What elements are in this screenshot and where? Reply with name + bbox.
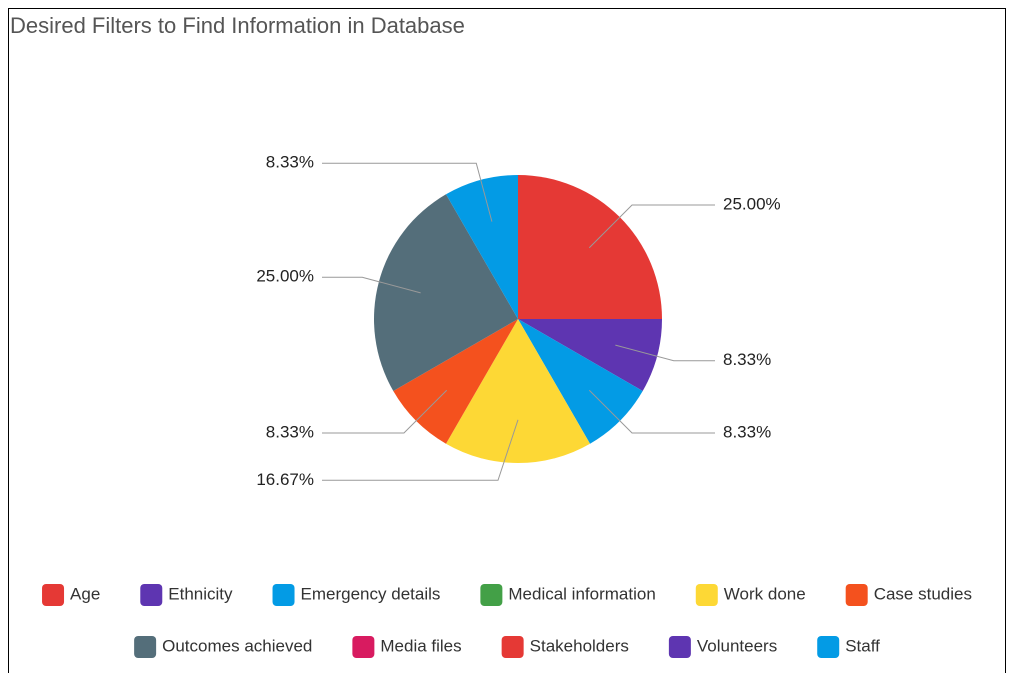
legend-label: Medical information [508, 584, 655, 603]
leader-line [322, 389, 448, 434]
legend-item: Media files [352, 636, 462, 658]
data-label: 16.67% [256, 470, 314, 489]
leader-line [322, 162, 493, 222]
pie-slice [446, 175, 518, 319]
legend-item: Work done [695, 584, 806, 606]
legend-item: Emergency details [272, 584, 441, 606]
legend-label: Case studies [874, 584, 972, 603]
data-label: 25.00% [256, 267, 314, 286]
data-label: 8.33% [723, 423, 771, 442]
legend-swatch [501, 636, 524, 658]
data-label: 25.00% [723, 194, 781, 213]
leader-line [588, 204, 715, 249]
leader-line [322, 419, 519, 481]
legend-label: Emergency details [301, 584, 441, 603]
legend-swatch [352, 636, 375, 658]
legend-item: Ethnicity [140, 584, 233, 606]
legend-item: Case studies [845, 584, 972, 606]
pie-slice [373, 194, 518, 391]
legend-swatch [480, 584, 503, 606]
legend-item: Age [42, 584, 100, 606]
leader-line [322, 276, 421, 294]
chart-title: Desired Filters to Find Information in D… [10, 13, 465, 38]
legend-label: Ethnicity [168, 584, 233, 603]
data-label: 8.33% [723, 350, 771, 369]
legend-label: Age [70, 584, 100, 603]
legend-swatch [668, 636, 691, 658]
leader-line [615, 344, 715, 362]
pie-slice [445, 319, 591, 463]
data-label: 8.33% [266, 423, 314, 442]
leader-line [588, 389, 715, 434]
legend-label: Outcomes achieved [162, 636, 312, 655]
legend-item: Stakeholders [501, 636, 629, 658]
legend-swatch [42, 584, 65, 606]
pie-slice [518, 319, 662, 391]
legend-item: Staff [817, 636, 880, 658]
legend-label: Stakeholders [530, 636, 629, 655]
legend-swatch [272, 584, 295, 606]
legend-item: Outcomes achieved [134, 636, 312, 658]
legend-swatch [134, 636, 157, 658]
legend-item: Medical information [480, 584, 656, 606]
legend-swatch [845, 584, 868, 606]
legend-item: Volunteers [668, 636, 777, 658]
legend-swatch [140, 584, 163, 606]
legend-label: Volunteers [697, 636, 777, 655]
legend-label: Staff [845, 636, 880, 655]
legend-label: Work done [724, 584, 806, 603]
legend-swatch [695, 584, 718, 606]
legend-label: Media files [380, 636, 461, 655]
legend-swatch [817, 636, 840, 658]
data-label: 8.33% [266, 153, 314, 172]
